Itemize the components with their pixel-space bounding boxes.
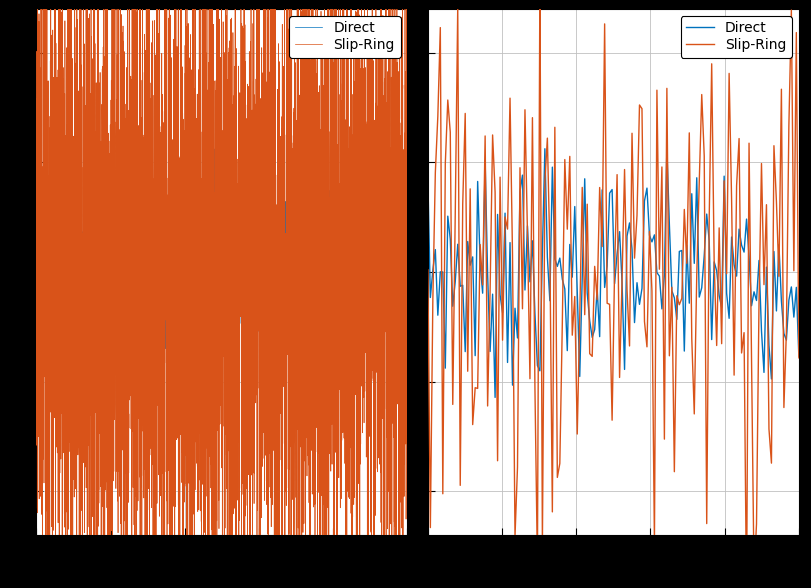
Slip-Ring [402,489,412,496]
Direct [662,145,672,152]
Line: Slip-Ring: Slip-Ring [36,0,407,588]
Direct [734,226,744,233]
Slip-Ring [337,202,346,209]
Legend: Direct, Slip-Ring: Direct, Slip-Ring [290,16,401,58]
Direct [359,375,369,382]
Slip-Ring [254,114,264,121]
Line: Slip-Ring: Slip-Ring [428,0,799,588]
Direct [32,215,41,222]
Slip-Ring [682,260,692,267]
Direct [635,301,645,308]
Slip-Ring [308,290,318,297]
Line: Direct: Direct [428,148,799,397]
Direct [273,303,283,310]
Slip-Ring [423,266,433,273]
Direct [254,311,264,318]
Direct [423,176,433,183]
Direct [74,138,84,145]
Direct [684,300,694,307]
Slip-Ring [620,166,629,173]
Direct [174,285,183,292]
Direct [337,265,346,272]
Slip-Ring [635,102,645,109]
Direct [547,163,557,171]
Direct [794,353,804,360]
Slip-Ring [794,355,804,362]
Direct [620,366,629,373]
Direct [573,289,582,296]
Direct [308,250,318,258]
Direct [99,283,109,290]
Direct [402,195,412,202]
Slip-Ring [573,430,582,437]
Slip-Ring [547,509,557,516]
Line: Direct: Direct [36,142,407,379]
Direct [490,394,500,401]
Legend: Direct, Slip-Ring: Direct, Slip-Ring [680,16,792,58]
Slip-Ring [32,410,41,417]
Slip-Ring [273,365,283,372]
Slip-Ring [732,182,741,189]
